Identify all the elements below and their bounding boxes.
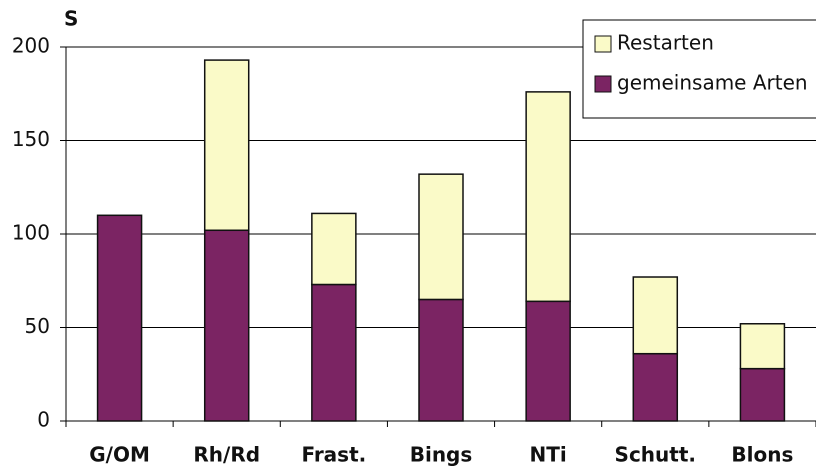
bar-segment <box>418 173 464 301</box>
y-axis-label: S <box>64 7 78 31</box>
bar-segment <box>418 298 464 422</box>
legend-swatch <box>594 75 612 93</box>
x-tick-label: Bings <box>410 443 473 467</box>
bar-segment <box>96 214 143 422</box>
x-tick-label: NTi <box>530 443 567 467</box>
legend-label: Restarten <box>617 31 714 55</box>
bar-segment <box>632 352 679 422</box>
legend-label: gemeinsame Arten <box>617 71 808 95</box>
bar-segment <box>525 300 571 422</box>
x-tick-label: Rh/Rd <box>193 443 260 467</box>
y-tick-label: 0 <box>37 408 50 432</box>
legend-swatch <box>594 35 612 53</box>
bar-segment <box>311 283 357 422</box>
bar-segment <box>203 59 250 232</box>
y-tick-label: 100 <box>12 221 50 245</box>
y-tick-label: 150 <box>12 127 50 151</box>
x-tick-label: Frast. <box>301 443 366 467</box>
bar-segment <box>311 212 357 286</box>
bar-segment <box>739 367 786 422</box>
legend-box <box>582 19 816 119</box>
bar-segment <box>632 276 679 355</box>
bar-segment <box>739 323 786 370</box>
x-tick-label: Blons <box>731 443 793 467</box>
bar-segment <box>525 91 571 303</box>
y-tick-label: 50 <box>25 314 50 338</box>
bar-segment <box>203 229 250 422</box>
y-tick-label: 200 <box>12 34 50 58</box>
x-tick-label: G/OM <box>89 443 150 467</box>
x-tick-label: Schutt. <box>615 443 696 467</box>
